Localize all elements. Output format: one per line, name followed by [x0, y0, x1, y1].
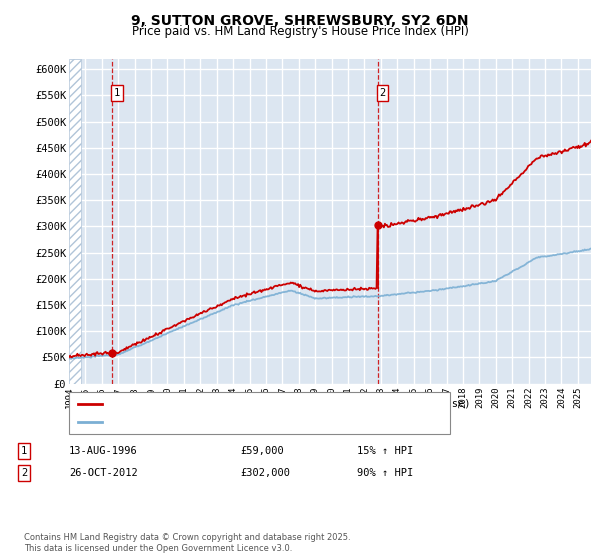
Text: £302,000: £302,000 — [240, 468, 290, 478]
Text: 13-AUG-1996: 13-AUG-1996 — [69, 446, 138, 456]
Text: 9, SUTTON GROVE, SHREWSBURY, SY2 6DN: 9, SUTTON GROVE, SHREWSBURY, SY2 6DN — [131, 14, 469, 28]
Text: £59,000: £59,000 — [240, 446, 284, 456]
Text: 26-OCT-2012: 26-OCT-2012 — [69, 468, 138, 478]
Text: 15% ↑ HPI: 15% ↑ HPI — [357, 446, 413, 456]
Text: 2: 2 — [21, 468, 27, 478]
Text: Price paid vs. HM Land Registry's House Price Index (HPI): Price paid vs. HM Land Registry's House … — [131, 25, 469, 38]
Text: 1: 1 — [113, 88, 120, 98]
Text: Contains HM Land Registry data © Crown copyright and database right 2025.
This d: Contains HM Land Registry data © Crown c… — [24, 533, 350, 553]
Text: 9, SUTTON GROVE, SHREWSBURY, SY2 6DN (semi-detached house): 9, SUTTON GROVE, SHREWSBURY, SY2 6DN (se… — [108, 399, 470, 409]
Text: 2: 2 — [380, 88, 386, 98]
Text: 90% ↑ HPI: 90% ↑ HPI — [357, 468, 413, 478]
Text: HPI: Average price, semi-detached house, Shropshire: HPI: Average price, semi-detached house,… — [108, 417, 427, 427]
Text: 1: 1 — [21, 446, 27, 456]
